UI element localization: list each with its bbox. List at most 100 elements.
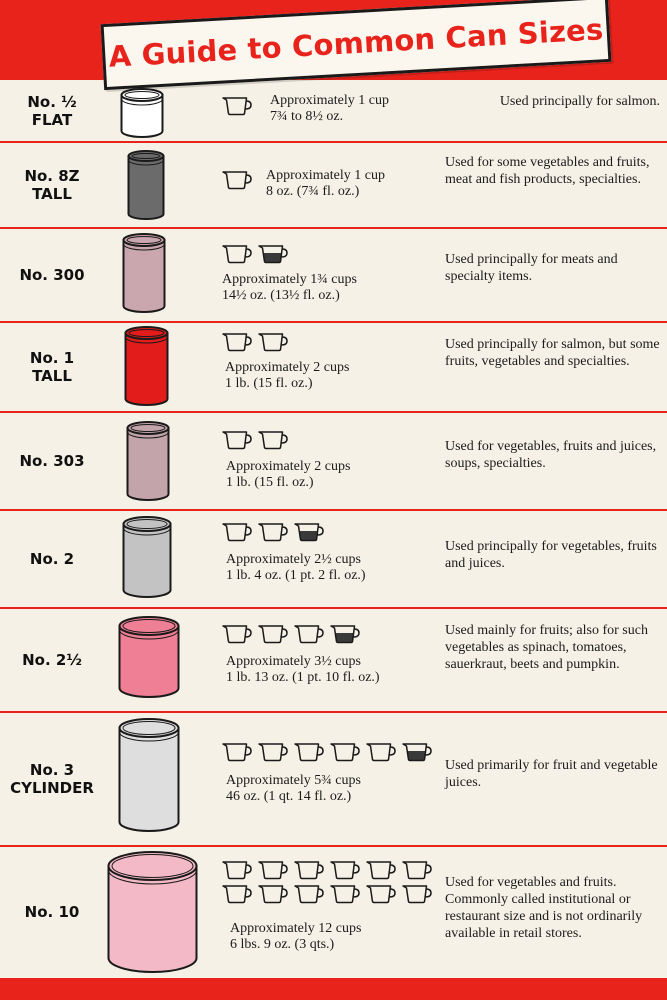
can-illustration — [120, 88, 164, 143]
row-divider — [0, 845, 667, 847]
measuring-cup-icon — [366, 861, 396, 880]
measuring-cup-icon — [222, 861, 252, 880]
measuring-cup-icon — [258, 431, 288, 450]
measuring-cup-icon — [294, 625, 324, 644]
can-illustration — [107, 851, 198, 978]
can-usage-description: Used for vegetables and fruits. Commonly… — [445, 875, 643, 941]
can-size-name-line: No. 8Z — [24, 167, 80, 185]
row-divider — [0, 411, 667, 413]
can-size-name: No. 3 CYLINDER — [0, 761, 104, 797]
can-illustration — [118, 616, 180, 703]
can-size-name-line: No. ½ — [27, 93, 77, 111]
can-capacity: Approximately 1¾ cups 14½ oz. (13½ fl. oz… — [222, 272, 357, 304]
capacity-line: Approximately 2 cups — [226, 459, 351, 474]
capacity-line: Approximately 2½ cups — [226, 552, 361, 567]
can-size-name: No. 2½ — [0, 651, 104, 669]
capacity-line: Approximately 5¾ cups — [226, 773, 361, 788]
partial-measuring-cup-icon — [294, 523, 324, 542]
measuring-cup-icon — [222, 97, 252, 116]
can-usage-description: Used principally for salmon. — [499, 94, 660, 109]
capacity-line: Approximately 1 cup — [266, 168, 385, 183]
row-divider — [0, 607, 667, 609]
measuring-cup-icon — [222, 171, 252, 190]
can-illustration — [127, 150, 165, 225]
can-size-name: No. 8Z TALL — [0, 167, 104, 203]
capacity-line: Approximately 3½ cups — [226, 654, 361, 669]
can-usage-description: Used for some vegetables and fruits, mea… — [445, 155, 650, 187]
measuring-cup-icon — [402, 885, 432, 904]
capacity-line: 46 oz. (1 qt. 14 fl. oz.) — [226, 789, 352, 804]
cup-measure-icons — [222, 742, 432, 762]
row-divider — [0, 711, 667, 713]
can-capacity: Approximately 5¾ cups 46 oz. (1 qt. 14 fl… — [226, 773, 361, 805]
row-divider — [0, 321, 667, 323]
capacity-line: Approximately 1¾ cups — [222, 272, 357, 287]
can-size-name-line: No. 300 — [19, 266, 85, 284]
can-capacity: Approximately 12 cups 6 lbs. 9 oz. (3 qts… — [230, 921, 361, 953]
can-usage-description: Used principally for vegetables, fruits … — [445, 539, 657, 571]
measuring-cup-icon — [330, 743, 360, 762]
can-size-name: No. 10 — [0, 903, 104, 921]
cup-measure-icons — [222, 430, 288, 450]
can-size-name: No. ½ FLAT — [0, 93, 104, 129]
capacity-line: 8 oz. (7¾ fl. oz.) — [266, 184, 360, 199]
measuring-cup-icon — [222, 431, 252, 450]
can-usage-description: Used mainly for fruits; also for such ve… — [445, 623, 648, 672]
can-usage-description: Used primarily for fruit and vegetable j… — [445, 758, 658, 790]
can-size-name-line: TALL — [32, 367, 72, 385]
capacity-line: Approximately 1 cup — [270, 93, 389, 108]
capacity-line: Approximately 2 cups — [225, 360, 350, 375]
row-divider — [0, 227, 667, 229]
capacity-line: 14½ oz. (13½ fl. oz.) — [222, 288, 340, 303]
can-capacity: Approximately 1 cup 8 oz. (7¾ fl. oz.) — [266, 168, 385, 200]
can-capacity: Approximately 2 cups 1 lb. (15 fl. oz.) — [225, 360, 349, 392]
cup-measure-icons — [222, 624, 360, 644]
can-capacity: Approximately 2½ cups 1 lb. 4 oz. (1 pt. … — [226, 552, 366, 584]
cup-measure-icons — [222, 170, 252, 190]
can-size-name-line: CYLINDER — [10, 779, 94, 797]
measuring-cup-icon — [258, 743, 288, 762]
can-usage-description: Used principally for salmon, but some fr… — [445, 337, 660, 369]
measuring-cup-icon — [366, 885, 396, 904]
can-illustration — [124, 326, 169, 411]
can-size-name: No. 303 — [0, 452, 104, 470]
page-title: A Guide to Common Can Sizes — [107, 12, 605, 74]
capacity-line: Approximately 12 cups — [230, 921, 362, 936]
can-size-name: No. 1 TALL — [0, 349, 104, 385]
measuring-cup-icon — [222, 625, 252, 644]
footer-band — [0, 978, 667, 1000]
measuring-cup-icon — [222, 333, 252, 352]
can-size-name-line: No. 2½ — [22, 651, 82, 669]
can-size-name-line: No. 3 — [29, 761, 75, 779]
can-size-name: No. 300 — [0, 266, 104, 284]
measuring-cup-icon — [258, 333, 288, 352]
cup-measure-icons — [222, 860, 432, 904]
can-size-name-line: TALL — [32, 185, 72, 203]
can-illustration — [126, 421, 170, 506]
cup-measure-icons — [222, 244, 288, 264]
measuring-cup-icon — [366, 743, 396, 762]
can-capacity: Approximately 3½ cups 1 lb. 13 oz. (1 pt.… — [226, 654, 380, 686]
cup-measure-icons — [222, 96, 252, 116]
can-size-name-line: No. 10 — [24, 903, 80, 921]
measuring-cup-icon — [330, 861, 360, 880]
measuring-cup-icon — [258, 885, 288, 904]
can-capacity: Approximately 1 cup 7¾ to 8½ oz. — [270, 93, 389, 125]
partial-measuring-cup-icon — [402, 743, 432, 762]
cup-measure-icons — [222, 332, 288, 352]
can-usage-description: Used principally for meats and specialty… — [445, 252, 618, 284]
can-size-name-line: No. 1 — [29, 349, 75, 367]
can-size-name-line: No. 303 — [19, 452, 85, 470]
measuring-cup-icon — [294, 861, 324, 880]
measuring-cup-icon — [294, 885, 324, 904]
measuring-cup-icon — [258, 523, 288, 542]
row-divider — [0, 509, 667, 511]
can-capacity: Approximately 2 cups 1 lb. (15 fl. oz.) — [226, 459, 350, 491]
can-illustration — [122, 233, 166, 318]
measuring-cup-icon — [222, 743, 252, 762]
cup-measure-icons — [222, 522, 324, 542]
capacity-line: 1 lb. (15 fl. oz.) — [225, 376, 313, 391]
can-illustration — [122, 516, 172, 603]
partial-measuring-cup-icon — [258, 245, 288, 264]
measuring-cup-icon — [330, 885, 360, 904]
